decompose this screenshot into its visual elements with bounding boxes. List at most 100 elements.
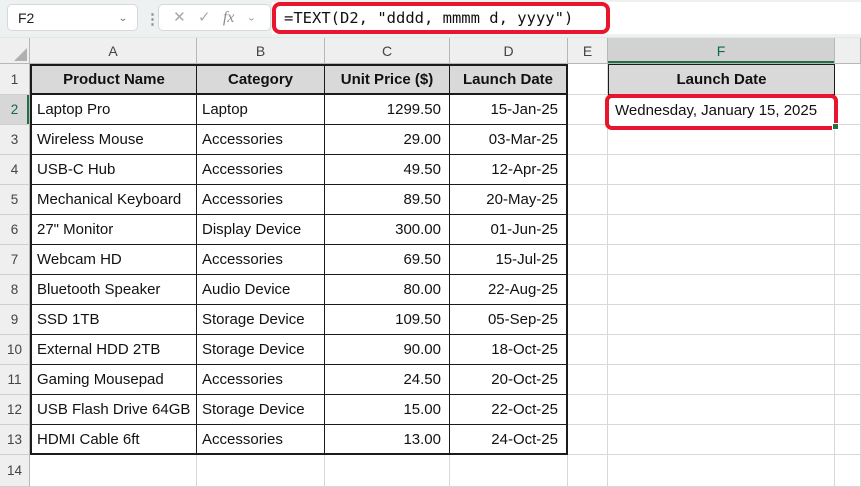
cell-E12[interactable] <box>568 395 608 425</box>
cell-G14[interactable] <box>835 455 861 487</box>
column-header-E[interactable]: E <box>568 38 608 64</box>
cell-F9[interactable] <box>608 305 835 335</box>
cell-B7[interactable]: Accessories <box>197 245 325 275</box>
cell-C12[interactable]: 15.00 <box>325 395 450 425</box>
cell-F1[interactable]: Launch Date <box>608 64 835 95</box>
cell-B5[interactable]: Accessories <box>197 185 325 215</box>
cell-D11[interactable]: 20-Oct-25 <box>450 365 568 395</box>
cell-F4[interactable] <box>608 155 835 185</box>
cell-C11[interactable]: 24.50 <box>325 365 450 395</box>
column-header-F[interactable]: F <box>608 38 835 64</box>
row-header-6[interactable]: 6 <box>0 215 30 245</box>
row-header-10[interactable]: 10 <box>0 335 30 365</box>
cell-D14[interactable] <box>450 455 568 487</box>
column-header-partial[interactable] <box>835 38 861 64</box>
cell-B10[interactable]: Storage Device <box>197 335 325 365</box>
cell-D7[interactable]: 15-Jul-25 <box>450 245 568 275</box>
cell-D13[interactable]: 24-Oct-25 <box>450 425 568 455</box>
cell-G13[interactable] <box>835 425 861 455</box>
cell-A14[interactable] <box>30 455 197 487</box>
cell-G2[interactable] <box>835 95 861 125</box>
cell-A5[interactable]: Mechanical Keyboard <box>30 185 197 215</box>
cell-A7[interactable]: Webcam HD <box>30 245 197 275</box>
name-box[interactable]: F2 ⌄ <box>7 4 138 31</box>
cell-D5[interactable]: 20-May-25 <box>450 185 568 215</box>
cell-D3[interactable]: 03-Mar-25 <box>450 125 568 155</box>
cell-B9[interactable]: Storage Device <box>197 305 325 335</box>
cell-E9[interactable] <box>568 305 608 335</box>
cell-F3[interactable] <box>608 125 835 155</box>
cell-B1[interactable]: Category <box>197 64 325 95</box>
cell-B11[interactable]: Accessories <box>197 365 325 395</box>
row-header-7[interactable]: 7 <box>0 245 30 275</box>
name-box-dropdown-icon[interactable]: ⌄ <box>117 11 128 24</box>
cell-E4[interactable] <box>568 155 608 185</box>
cell-E5[interactable] <box>568 185 608 215</box>
cell-F6[interactable] <box>608 215 835 245</box>
cell-C14[interactable] <box>325 455 450 487</box>
cell-B14[interactable] <box>197 455 325 487</box>
cell-C10[interactable]: 90.00 <box>325 335 450 365</box>
cell-D1[interactable]: Launch Date <box>450 64 568 95</box>
cell-E10[interactable] <box>568 335 608 365</box>
cell-B2[interactable]: Laptop <box>197 95 325 125</box>
row-header-8[interactable]: 8 <box>0 275 30 305</box>
cell-C9[interactable]: 109.50 <box>325 305 450 335</box>
cell-F5[interactable] <box>608 185 835 215</box>
column-header-B[interactable]: B <box>197 38 325 64</box>
cell-A12[interactable]: USB Flash Drive 64GB <box>30 395 197 425</box>
row-header-1[interactable]: 1 <box>0 64 30 95</box>
column-header-C[interactable]: C <box>325 38 450 64</box>
cell-F14[interactable] <box>608 455 835 487</box>
cell-E11[interactable] <box>568 365 608 395</box>
cell-D4[interactable]: 12-Apr-25 <box>450 155 568 185</box>
row-header-3[interactable]: 3 <box>0 125 30 155</box>
cell-E14[interactable] <box>568 455 608 487</box>
cell-C4[interactable]: 49.50 <box>325 155 450 185</box>
cell-D10[interactable]: 18-Oct-25 <box>450 335 568 365</box>
cell-E7[interactable] <box>568 245 608 275</box>
cancel-icon[interactable]: ✕ <box>173 9 186 26</box>
cell-E6[interactable] <box>568 215 608 245</box>
cell-C7[interactable]: 69.50 <box>325 245 450 275</box>
cell-F10[interactable] <box>608 335 835 365</box>
cell-G5[interactable] <box>835 185 861 215</box>
cell-C3[interactable]: 29.00 <box>325 125 450 155</box>
cell-E2[interactable] <box>568 95 608 125</box>
cell-F13[interactable] <box>608 425 835 455</box>
row-header-13[interactable]: 13 <box>0 425 30 455</box>
cell-G12[interactable] <box>835 395 861 425</box>
cell-A9[interactable]: SSD 1TB <box>30 305 197 335</box>
cell-E8[interactable] <box>568 275 608 305</box>
cell-B12[interactable]: Storage Device <box>197 395 325 425</box>
cell-A4[interactable]: USB-C Hub <box>30 155 197 185</box>
cell-G1[interactable] <box>835 64 861 95</box>
cell-F7[interactable] <box>608 245 835 275</box>
cell-E1[interactable] <box>568 64 608 95</box>
cell-D8[interactable]: 22-Aug-25 <box>450 275 568 305</box>
cell-C1[interactable]: Unit Price ($) <box>325 64 450 95</box>
column-header-D[interactable]: D <box>450 38 568 64</box>
row-header-12[interactable]: 12 <box>0 395 30 425</box>
select-all-button[interactable] <box>0 38 30 64</box>
cell-B3[interactable]: Accessories <box>197 125 325 155</box>
cell-F8[interactable] <box>608 275 835 305</box>
cell-A10[interactable]: External HDD 2TB <box>30 335 197 365</box>
cell-A13[interactable]: HDMI Cable 6ft <box>30 425 197 455</box>
cell-D9[interactable]: 05-Sep-25 <box>450 305 568 335</box>
cell-G7[interactable] <box>835 245 861 275</box>
cell-F2[interactable]: Wednesday, January 15, 2025 <box>605 94 839 130</box>
insert-function-icon[interactable]: fx <box>222 8 235 26</box>
cell-B4[interactable]: Accessories <box>197 155 325 185</box>
cell-D2[interactable]: 15-Jan-25 <box>450 95 568 125</box>
cell-A1[interactable]: Product Name <box>30 64 197 95</box>
row-header-2[interactable]: 2 <box>0 95 30 125</box>
row-header-14[interactable]: 14 <box>0 455 30 487</box>
cell-C2[interactable]: 1299.50 <box>325 95 450 125</box>
enter-icon[interactable]: ✓ <box>197 9 211 26</box>
cell-G10[interactable] <box>835 335 861 365</box>
cell-C8[interactable]: 80.00 <box>325 275 450 305</box>
cell-D6[interactable]: 01-Jun-25 <box>450 215 568 245</box>
cell-G4[interactable] <box>835 155 861 185</box>
cell-A6[interactable]: 27" Monitor <box>30 215 197 245</box>
